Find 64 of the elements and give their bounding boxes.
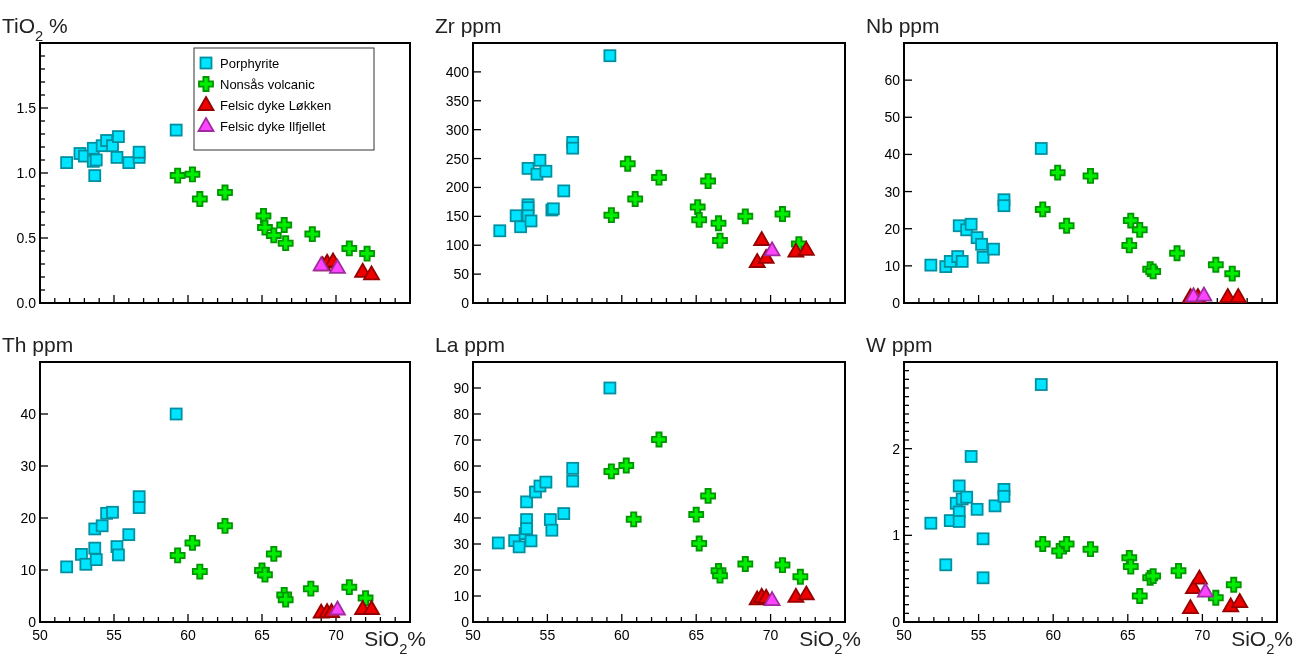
y-tick-label: 0 <box>461 295 470 311</box>
y-tick-label: 0 <box>892 295 901 311</box>
x-tick-label: 55 <box>970 627 987 643</box>
y-tick-label: 400 <box>445 63 470 80</box>
y-tick-label: 150 <box>445 208 470 225</box>
x-tick-label: 65 <box>688 627 705 643</box>
y-tick-label: 0.5 <box>16 230 37 246</box>
y-tick-label: 0 <box>28 614 37 630</box>
y-tick-label: 30 <box>20 458 37 474</box>
legend-label: Porphyrite <box>220 56 280 71</box>
y-tick-label: 0 <box>892 614 901 630</box>
y-tick-label: 350 <box>445 92 470 109</box>
y-tick-label: 2 <box>892 440 901 457</box>
y-tick-label: 40 <box>884 146 901 163</box>
chart-title: TiO$_{2}$ % <box>2 14 68 44</box>
y-tick-label: 10 <box>884 257 901 274</box>
y-tick-label: 50 <box>453 266 470 283</box>
x-tick-label: 65 <box>1120 627 1136 643</box>
chart-title: Zr ppm <box>435 14 502 37</box>
y-tick-label: 10 <box>20 562 37 578</box>
y-tick-label: 40 <box>20 406 37 422</box>
legend-label: Nonsås volcanic <box>220 77 316 92</box>
y-tick-label: 80 <box>453 406 470 422</box>
x-tick-label: 55 <box>539 627 556 643</box>
y-tick-label: 20 <box>884 220 901 237</box>
x-tick-label: 50 <box>32 627 48 643</box>
y-tick-label: 10 <box>453 588 470 604</box>
y-tick-label: 50 <box>884 109 901 126</box>
legend-label: Felsic dyke Løkken <box>220 98 332 113</box>
y-tick-label: 250 <box>445 150 470 167</box>
y-tick-label: 20 <box>453 562 470 578</box>
y-tick-label: 40 <box>453 510 470 526</box>
x-tick-label: 70 <box>1194 627 1211 643</box>
chart-title: La ppm <box>435 333 506 356</box>
y-tick-label: 0 <box>461 614 470 630</box>
y-tick-label: 200 <box>445 179 470 196</box>
y-tick-label: 1.5 <box>16 100 37 116</box>
y-tick-label: 60 <box>884 72 901 89</box>
x-tick-label: 70 <box>762 627 779 643</box>
y-tick-label: 90 <box>453 380 470 396</box>
x-tick-label: 60 <box>180 627 196 643</box>
chart-title: Nb ppm <box>866 14 940 37</box>
x-axis-title: SiO$_{2}$% <box>1231 627 1293 655</box>
x-tick-label: 65 <box>254 627 270 643</box>
legend-label: Felsic dyke Ilfjellet <box>220 119 326 134</box>
y-tick-label: 300 <box>445 121 470 138</box>
x-tick-label: 70 <box>328 627 344 643</box>
y-tick-label: 50 <box>453 484 470 500</box>
y-tick-label: 70 <box>453 432 470 448</box>
x-tick-label: 60 <box>614 627 630 643</box>
x-tick-label: 55 <box>106 627 122 643</box>
y-tick-label: 0.0 <box>16 295 37 311</box>
chart-title: W ppm <box>866 333 933 356</box>
y-tick-label: 100 <box>445 237 470 254</box>
y-tick-label: 1.0 <box>16 165 37 181</box>
x-axis-title: SiO$_{2}$% <box>364 627 426 655</box>
y-tick-label: 1 <box>892 527 901 544</box>
y-tick-label: 30 <box>884 183 901 200</box>
y-tick-label: 60 <box>453 458 470 474</box>
y-tick-label: 30 <box>453 536 470 552</box>
x-tick-label: 60 <box>1045 627 1062 643</box>
y-tick-label: 20 <box>20 510 37 526</box>
x-axis-title: SiO$_{2}$% <box>799 627 861 655</box>
chart-title: Th ppm <box>2 333 74 356</box>
